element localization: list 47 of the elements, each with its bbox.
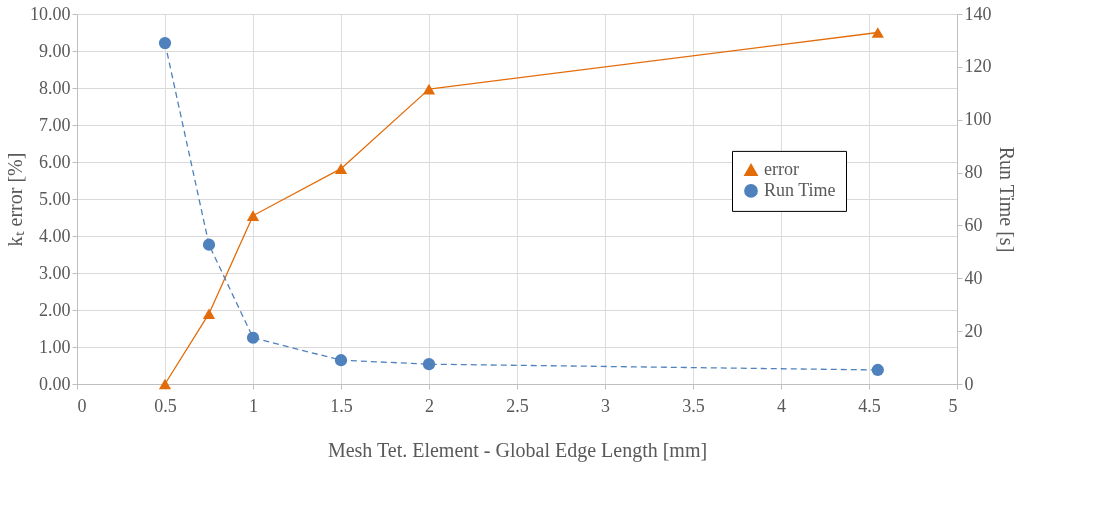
x-tick-label: 4	[777, 395, 786, 416]
y2-tick-label: 60	[964, 214, 983, 235]
y-tick-label: 8.00	[39, 77, 71, 98]
x-tick-label: 0.5	[154, 395, 177, 416]
y-tick-label: 0.00	[39, 373, 71, 394]
y2-tick-label: 40	[964, 267, 983, 288]
y-tick-label: 2.00	[39, 299, 71, 320]
y-tick-label: 6.00	[39, 151, 71, 172]
y-axis-title: kₜ error [%]	[4, 152, 26, 247]
point	[158, 378, 172, 390]
y2-tick-label: 120	[964, 56, 992, 77]
y-tick-label: 10.00	[30, 3, 71, 24]
point	[246, 210, 260, 221]
point	[422, 83, 436, 95]
y-tick-label: 3.00	[39, 262, 71, 283]
x-tick-label: 2.5	[506, 395, 529, 416]
y-tick-label: 4.00	[39, 225, 71, 246]
x-tick-label: 2	[425, 395, 434, 416]
x-tick-label: 1.5	[330, 395, 353, 416]
point	[246, 331, 260, 344]
point	[334, 354, 348, 367]
y2-tick-label: 140	[964, 3, 992, 24]
y-tick-label: 5.00	[39, 188, 71, 209]
legend-label: Run Time	[764, 179, 836, 200]
point	[334, 163, 348, 174]
x-tick-label: 1	[249, 395, 258, 416]
y2-tick-label: 0	[964, 373, 974, 394]
y-tick-label: 7.00	[39, 114, 71, 135]
point	[422, 358, 436, 371]
point	[871, 27, 884, 38]
point	[202, 238, 216, 251]
x-tick-label: 5	[948, 395, 958, 416]
y2-tick-label: 20	[964, 320, 983, 341]
x-tick-label: 0	[77, 395, 87, 416]
y2-tick-label: 100	[964, 109, 992, 130]
y-tick-label: 1.00	[39, 336, 71, 357]
point	[158, 36, 172, 50]
point	[871, 363, 884, 377]
x-tick-label: 3	[601, 395, 610, 416]
legend-label: error	[764, 158, 799, 179]
point	[202, 308, 216, 319]
x-tick-label: 4.5	[858, 395, 881, 416]
x-axis-title: Mesh Tet. Element - Global Edge Length [mm]	[327, 438, 708, 462]
y2-tick-label: 80	[964, 162, 983, 183]
x-tick-label: 3.5	[682, 395, 705, 416]
y-tick-label: 9.00	[39, 40, 71, 61]
y2-axis-title: Run Time [s]	[995, 146, 1018, 253]
